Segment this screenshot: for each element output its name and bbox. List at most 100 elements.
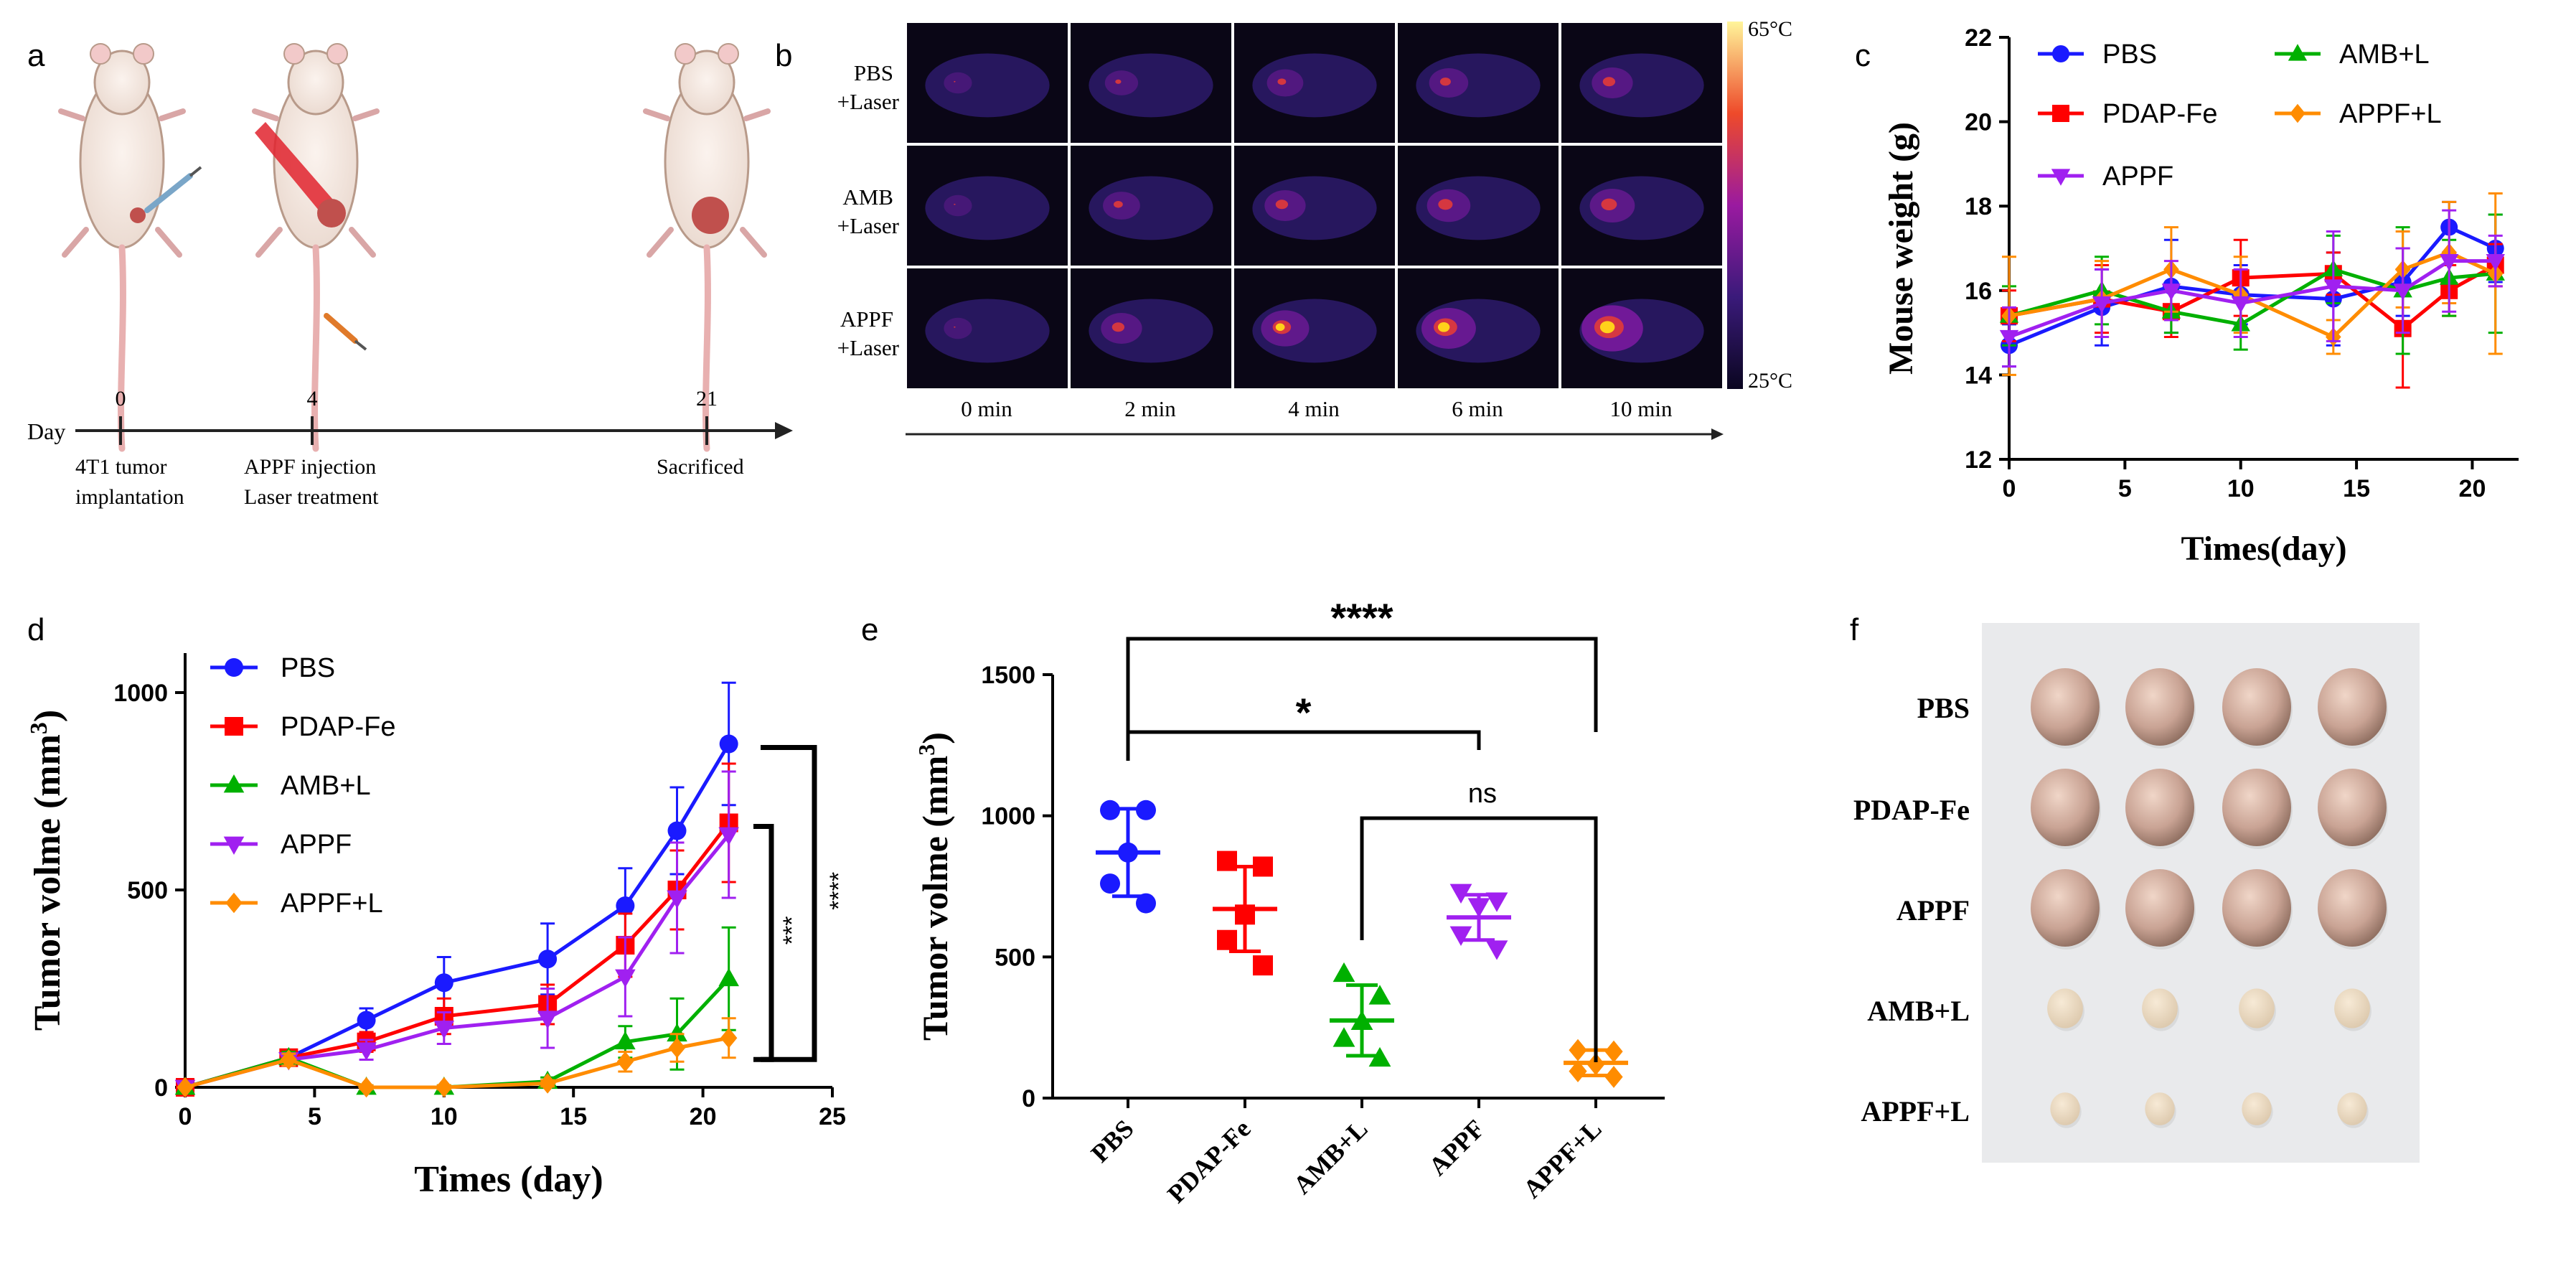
data-point-APPF — [2092, 296, 2112, 314]
thermal-peak-r2-c2 — [1275, 323, 1285, 332]
data-point-APPF — [2393, 283, 2412, 301]
color-scale-max: 65°C — [1748, 17, 1792, 41]
thermal-hot-r0-c2 — [1277, 78, 1287, 85]
data-point-APPF+L — [1569, 1039, 1587, 1061]
chart-tumor-volume-groups: 0 500 1000 1500 Tumor volme (mm3) PBS PDAP-Fe A… — [913, 595, 1665, 1209]
data-point-APPF — [1999, 329, 2019, 347]
tumor-photo — [2031, 668, 2388, 1128]
legend-label: AMB+L — [2339, 39, 2430, 70]
data-point-APPF+L — [539, 1073, 556, 1094]
legend-label: PBS — [2102, 39, 2157, 70]
data-point-AMB+L — [1368, 1046, 1391, 1067]
data-point-AMB+L — [667, 1023, 687, 1042]
thermal-hot-r0-c3 — [1439, 78, 1451, 86]
data-point-APPF — [1449, 926, 1472, 946]
tumor-r1-c2 — [2222, 769, 2291, 846]
data-point-APPF — [2486, 254, 2505, 271]
legend-marker — [223, 836, 245, 855]
thermal-row-0-line2: +Laser — [837, 89, 900, 114]
significance-bracket — [1360, 816, 1598, 1062]
x-tick-label: 20 — [690, 1103, 717, 1130]
panel-c: c 0 5 10 15 20 12 14 16 18 20 22 Times(day) Mouse we… — [1855, 24, 2519, 568]
panel-label-b: b — [775, 38, 792, 73]
legend-marker — [2288, 44, 2308, 61]
data-point-APPF+L — [436, 1077, 453, 1098]
legend-marker — [225, 717, 243, 736]
data-point-PBS — [1118, 842, 1138, 863]
thermal-body-r0-c0 — [925, 53, 1050, 118]
data-point-APPF — [2231, 296, 2250, 314]
y-tick-label: 1500 — [981, 662, 1035, 689]
thermal-hot-r0-c0 — [954, 80, 956, 83]
data-point-AMB+L — [718, 967, 739, 987]
thermal-peak-r2-c3 — [1437, 322, 1450, 332]
tumor-r3-c1 — [2142, 988, 2178, 1028]
data-point-AMB+L — [1368, 985, 1391, 1005]
mouse-day-0 — [58, 43, 202, 452]
tumor-r4-c0 — [2050, 1092, 2080, 1125]
thermal-row-2-line2: +Laser — [837, 335, 900, 360]
tumor-r4-c2 — [2242, 1092, 2272, 1125]
significance-label: *** — [779, 917, 806, 945]
data-point-APPF+L — [357, 1077, 375, 1098]
timeline-event-0-line1: 4T1 tumor — [75, 455, 167, 479]
timeline-arrow — [775, 422, 793, 439]
significance-label: **** — [825, 872, 852, 910]
x-tick-label: APPF — [1423, 1114, 1490, 1181]
legend-label: APPF+L — [281, 889, 383, 919]
legend-marker — [223, 774, 245, 793]
thermal-warm-r1-c0 — [944, 194, 972, 217]
data-point-PDAP-Fe — [1217, 850, 1237, 871]
legend-marker — [2051, 169, 2071, 186]
data-point-APPF — [1467, 898, 1490, 918]
significance-label: ns — [1468, 779, 1497, 809]
thermal-body-r1-c0 — [925, 176, 1050, 240]
thermal-hot-r0-c4 — [1602, 77, 1616, 87]
color-scale-bar — [1727, 22, 1743, 389]
data-point-APPF+L — [1587, 1053, 1605, 1076]
x-tick-label: APPF+L — [1518, 1114, 1607, 1204]
tumor-r1-c1 — [2125, 769, 2194, 846]
thermal-body-r0-c1 — [1089, 53, 1213, 118]
y-tick-label: 16 — [1965, 278, 1992, 305]
series-line-PDAP-Fe — [184, 821, 730, 1089]
panel-d: d 0 5 10 15 20 25 0 500 1000 Times (day) Tumor vol… — [26, 612, 853, 1200]
x-tick-label: PDAP-Fe — [1162, 1114, 1256, 1208]
color-scale-min: 25°C — [1748, 369, 1792, 393]
legend-marker — [2052, 105, 2069, 122]
thermal-hot-r1-c3 — [1438, 199, 1453, 210]
data-point-PBS — [357, 1011, 376, 1030]
x-tick-label: 25 — [819, 1103, 846, 1130]
data-point-APPF — [615, 969, 636, 988]
thermal-peak-r2-c4 — [1599, 321, 1615, 334]
x-tick-label: 5 — [308, 1103, 321, 1130]
data-point-PBS — [538, 950, 558, 969]
panel-label-f: f — [1850, 612, 1859, 647]
x-axis-title: Times (day) — [414, 1159, 603, 1200]
significance-bracket — [1126, 637, 1598, 739]
timeline-event-2: 21 Sacrificed — [657, 387, 744, 479]
data-point-APPF — [718, 827, 739, 845]
y-tick-label: 1000 — [981, 803, 1035, 830]
panel-a: a Day 0 4T1 tumo — [27, 38, 793, 509]
data-point-APPF — [2323, 279, 2344, 296]
data-point-APPF — [537, 1011, 558, 1029]
x-tick-label: 0 — [2003, 475, 2016, 502]
tumor-r2-c0 — [2031, 869, 2100, 947]
x-axis-title: Times(day) — [2181, 530, 2346, 568]
thermal-row-1-line1: AMB — [842, 184, 893, 210]
y-tick-label: 12 — [1965, 446, 1992, 474]
legend-label: APPF — [2102, 161, 2173, 192]
data-point-PBS — [667, 821, 687, 840]
series-line-APPF — [184, 833, 730, 1089]
tumor-r2-c1 — [2125, 869, 2194, 947]
data-point-AMB+L — [1350, 1010, 1373, 1030]
legend-label: APPF — [281, 830, 352, 860]
significance-label: * — [1296, 690, 1312, 735]
y-tick-label: 0 — [1022, 1085, 1035, 1112]
photo-row-label-0: PBS — [1917, 692, 1970, 724]
thermal-row-0-line1: PBS — [854, 60, 893, 85]
data-point-PBS — [719, 734, 738, 754]
data-point-PBS — [616, 896, 635, 915]
legend-label: PBS — [281, 653, 335, 683]
